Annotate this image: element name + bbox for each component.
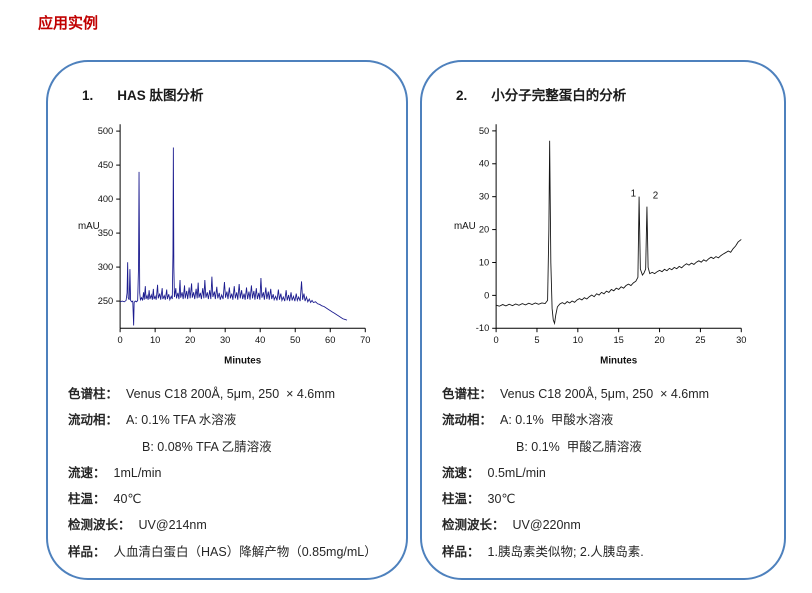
chart-2-wrap: -10 0 10 20 30 40 50 0 5 10 15 20 25 30 mAU Minutes 1 2	[442, 110, 764, 372]
x-axis-label: Minutes	[600, 356, 638, 367]
spec-label: 柱温：	[68, 492, 106, 506]
application-panel-2: 2. 小分子完整蛋白的分析 -10 0 10 20 30 40 50 0 5 10 15 20 25 30…	[420, 60, 786, 580]
x-tick-label: 40	[255, 335, 265, 345]
spec-row: B: 0.08% TFA 乙腈溶液	[68, 439, 386, 455]
spec-row: 检测波长： UV@214nm	[68, 517, 386, 533]
x-tick-label: 70	[360, 335, 370, 345]
spec-value: 1mL/min	[113, 465, 162, 480]
x-tick-label: 50	[290, 335, 300, 345]
x-tick-label: 15	[614, 335, 624, 345]
spec-row: 柱温： 40℃	[68, 491, 386, 507]
chromatogram-trace	[119, 147, 348, 326]
x-tick-label: 0	[494, 335, 499, 345]
spec-label: 色谱柱：	[68, 387, 119, 401]
spec-value: UV@214nm	[138, 518, 207, 533]
spec-row: 样品： 1.胰岛素类似物; 2.人胰岛素.	[442, 544, 764, 560]
spec-row: B: 0.1% 甲酸乙腈溶液	[442, 439, 764, 455]
x-tick-label: 5	[534, 335, 539, 345]
x-tick-label: 25	[695, 335, 705, 345]
peak-label: 2	[653, 190, 658, 201]
spec-row: 流速： 0.5mL/min	[442, 465, 764, 481]
spec-label: 柱温：	[442, 492, 480, 506]
spec-value: 40℃	[113, 492, 142, 506]
y-tick-label: 400	[98, 194, 114, 204]
spec-label: 样品：	[68, 544, 106, 559]
x-tick-label: 10	[573, 335, 583, 345]
chart-1-wrap: 250 300 350 400 450 500 0 10 20 30 40 50 60 70 mAU Minu…	[68, 110, 386, 372]
y-tick-label: 30	[479, 192, 489, 202]
y-tick-label: 350	[98, 228, 114, 238]
y-tick-label: 250	[98, 296, 114, 306]
spec-value: B: 0.1% 甲酸乙腈溶液	[516, 439, 642, 454]
spec-row: 检测波长： UV@220nm	[442, 517, 764, 533]
spec-value: A: 0.1% TFA 水溶液	[126, 413, 237, 428]
panel-1-specs: 色谱柱： Venus C18 200Å, 5μm, 250 × 4.6mm 流动相：…	[68, 386, 386, 560]
y-tick-label: 0	[484, 290, 489, 300]
spec-value: B: 0.08% TFA 乙腈溶液	[142, 439, 272, 454]
y-tick-label: 50	[479, 126, 489, 136]
spec-label: 流速：	[68, 465, 106, 480]
spec-label: 检测波长：	[442, 518, 505, 533]
spec-value: 人血清白蛋白（HAS）降解产物（0.85mg/mL）	[113, 544, 377, 559]
spec-row: 色谱柱： Venus C18 200Å, 5μm, 250 × 4.6mm	[68, 386, 386, 402]
spec-row: 色谱柱： Venus C18 200Å, 5μm, 250 × 4.6mm	[442, 386, 764, 402]
y-tick-label: -10	[476, 323, 489, 333]
x-tick-label: 20	[185, 335, 195, 345]
panel-2-title: 2. 小分子完整蛋白的分析	[456, 84, 764, 104]
y-tick-label: 10	[479, 257, 489, 267]
spec-row: 流动相： A: 0.1% TFA 水溶液	[68, 412, 386, 428]
y-tick-label: 500	[98, 126, 114, 136]
x-tick-label: 30	[220, 335, 230, 345]
spec-label: 检测波长：	[68, 518, 131, 533]
x-tick-label: 30	[736, 335, 746, 345]
chromatogram-trace	[495, 140, 742, 326]
spec-row: 流动相： A: 0.1% 甲酸水溶液	[442, 412, 764, 428]
spec-label: 流动相：	[442, 413, 493, 428]
spec-value: 30℃	[487, 492, 516, 506]
x-tick-label: 20	[654, 335, 664, 345]
y-tick-label: 20	[479, 225, 489, 235]
panel-1-title: 1. HAS 肽图分析	[82, 84, 386, 104]
y-tick-label: 450	[98, 160, 114, 170]
spec-label: 色谱柱：	[442, 387, 493, 401]
panel-2-specs: 色谱柱： Venus C18 200Å, 5μm, 250 × 4.6mm 流动相：…	[442, 386, 764, 560]
x-tick-label: 10	[150, 335, 160, 345]
spec-row: 柱温： 30℃	[442, 491, 764, 507]
spec-value: A: 0.1% 甲酸水溶液	[500, 413, 614, 428]
spec-value: 0.5mL/min	[487, 465, 546, 480]
x-tick-label: 60	[325, 335, 335, 345]
chromatogram-chart-1: 250 300 350 400 450 500 0 10 20 30 40 50 60 70 mAU Minu…	[78, 124, 370, 367]
panel-1-number: 1.	[82, 88, 94, 103]
spec-value: UV@220nm	[512, 518, 581, 533]
x-axis-label: Minutes	[224, 356, 262, 367]
panel-2-number: 2.	[456, 88, 468, 103]
spec-label: 样品：	[442, 544, 480, 559]
spec-label: 流速：	[442, 465, 480, 480]
spec-value: Venus C18 200Å, 5μm, 250 × 4.6mm	[126, 387, 336, 401]
page-title: 应用实例	[38, 15, 99, 32]
spec-row: 样品： 人血清白蛋白（HAS）降解产物（0.85mg/mL）	[68, 544, 386, 560]
x-tick-label: 0	[118, 335, 123, 345]
y-tick-label: 40	[479, 159, 489, 169]
application-panel-1: 1. HAS 肽图分析 250 300 350 400 450 500 0 10 20 30 40 5…	[46, 60, 408, 580]
spec-value: Venus C18 200Å, 5μm, 250 × 4.6mm	[500, 387, 710, 401]
panel-2-title-text: 小分子完整蛋白的分析	[491, 88, 627, 103]
spec-label: 流动相：	[68, 413, 119, 428]
panel-1-title-text: HAS 肽图分析	[117, 88, 204, 103]
peak-label: 1	[631, 189, 636, 200]
spec-value: 1.胰岛素类似物; 2.人胰岛素.	[487, 544, 644, 559]
chromatogram-chart-2: -10 0 10 20 30 40 50 0 5 10 15 20 25 30 mAU Minutes 1 2	[454, 124, 746, 367]
y-axis-label: mAU	[78, 221, 100, 232]
spec-row: 流速： 1mL/min	[68, 465, 386, 481]
y-axis-label: mAU	[454, 221, 476, 232]
y-tick-label: 300	[98, 262, 114, 272]
